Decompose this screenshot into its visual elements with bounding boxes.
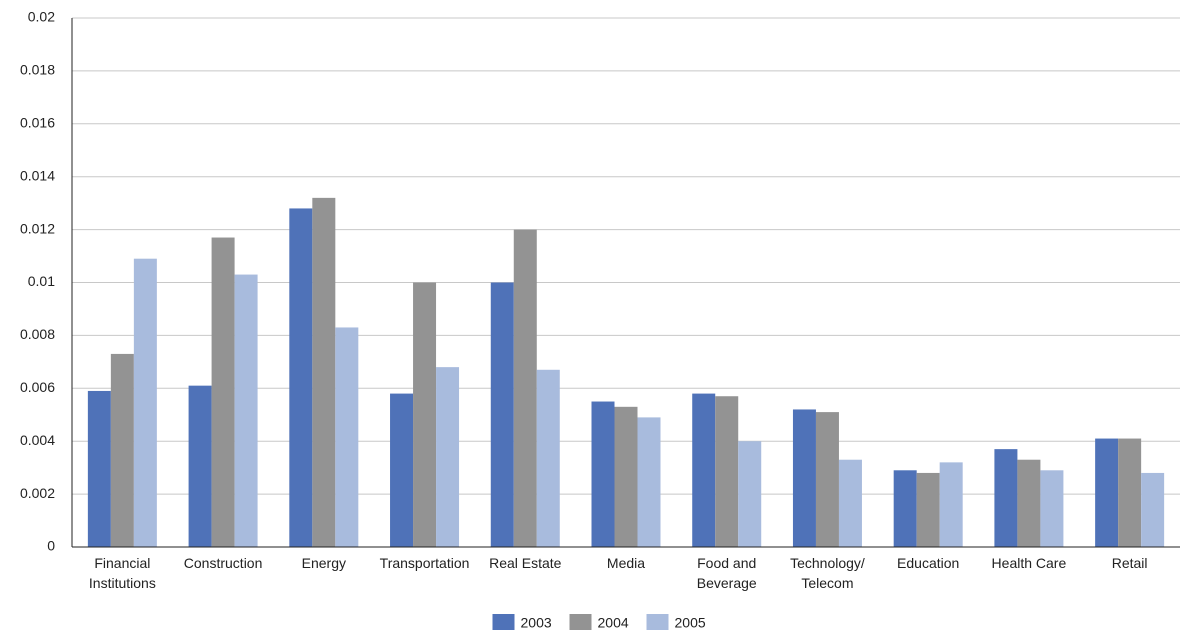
bar [211, 237, 235, 547]
bar [939, 462, 963, 547]
y-tick-label: 0.02 [28, 9, 55, 25]
legend-swatch [646, 614, 669, 630]
x-tick-label: Energy [301, 555, 346, 571]
y-tick-label: 0.004 [20, 432, 55, 448]
bar [815, 412, 839, 547]
bar [110, 353, 134, 547]
bar [436, 367, 460, 547]
bar [715, 396, 739, 547]
bar [413, 282, 437, 547]
bar [1040, 470, 1064, 547]
bar [312, 197, 336, 548]
x-tick-label: Media [606, 555, 646, 571]
legend-swatch [492, 614, 515, 630]
y-tick-label: 0.002 [20, 485, 55, 501]
bar [1118, 438, 1142, 547]
y-tick-label: 0.018 [20, 62, 55, 78]
y-tick-label: 0 [47, 538, 55, 554]
y-tick-label: 0.008 [20, 326, 55, 342]
bar [738, 441, 762, 547]
bar [513, 229, 537, 547]
bar [133, 258, 157, 547]
bar [234, 274, 258, 547]
bar [637, 417, 661, 547]
y-tick-label: 0.006 [20, 379, 55, 395]
bar [994, 449, 1018, 547]
x-tick-label: Real Estate [489, 555, 562, 571]
bar [289, 208, 313, 547]
bar [692, 393, 716, 547]
bar [1095, 438, 1119, 547]
bar [490, 282, 514, 547]
legend-label: 2005 [675, 615, 706, 631]
x-tick-label: Construction [183, 555, 263, 571]
x-tick-label: Health Care [991, 555, 1067, 571]
bar [916, 472, 940, 547]
legend-swatch [569, 614, 592, 630]
legend-label: 2003 [521, 615, 552, 631]
legend-label: 2004 [598, 615, 629, 631]
bar [390, 393, 414, 547]
y-tick-label: 0.014 [20, 167, 55, 183]
bar [536, 369, 560, 547]
bar [893, 470, 917, 547]
y-tick-label: 0.01 [28, 273, 55, 289]
bar [188, 385, 212, 547]
bar [614, 406, 638, 547]
x-tick-label: Food and Beverage [696, 555, 757, 591]
x-tick-label: Transportation [379, 555, 470, 571]
bar [1017, 459, 1041, 547]
x-tick-label: Financial Institutions [88, 555, 156, 591]
bar [335, 327, 359, 547]
bar [591, 401, 615, 547]
y-tick-label: 0.016 [20, 115, 55, 131]
bar [1141, 472, 1165, 547]
x-tick-label: Education [897, 555, 960, 571]
bar [87, 390, 111, 547]
x-tick-label: Retail [1111, 555, 1148, 571]
bar [838, 459, 862, 547]
x-tick-label: Technology/ Telecom [790, 555, 865, 591]
y-tick-label: 0.012 [20, 220, 55, 236]
bar [792, 409, 816, 547]
